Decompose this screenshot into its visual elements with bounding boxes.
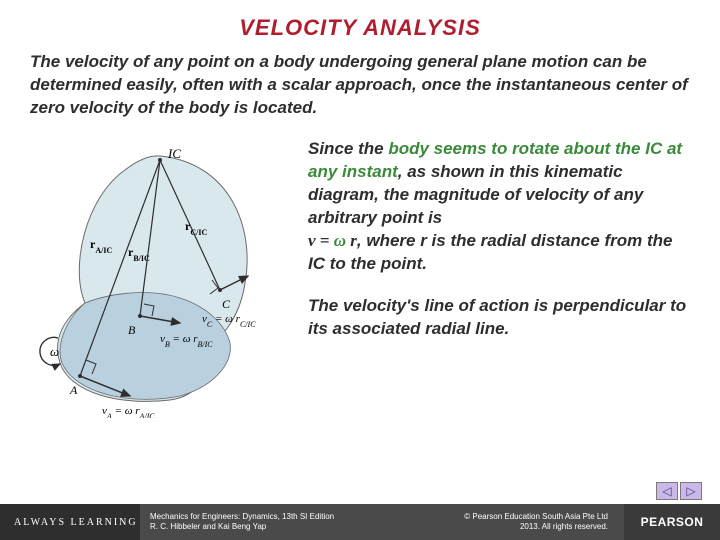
- diagram-svg: IC rA/IC rB/IC rC/IC: [30, 138, 290, 418]
- book-credit: Mechanics for Engineers: Dynamics, 13th …: [150, 512, 334, 533]
- copy-line1: © Pearson Education South Asia Pte Ltd: [464, 512, 608, 522]
- pearson-logo: PEARSON: [624, 504, 720, 540]
- content-row: IC rA/IC rB/IC rC/IC: [30, 138, 690, 423]
- formula-r: r: [346, 231, 357, 250]
- book-line2: R. C. Hibbeler and Kai Beng Yap: [150, 522, 334, 532]
- always-learning-label: ALWAYS LEARNING: [0, 504, 140, 540]
- nav-arrows: ◁ ▷: [656, 482, 702, 500]
- label-vA: vA = ω rA/IC: [102, 405, 155, 418]
- prev-button[interactable]: ◁: [656, 482, 678, 500]
- label-B: B: [128, 323, 136, 337]
- book-line1: Mechanics for Engineers: Dynamics, 13th …: [150, 512, 334, 522]
- formula-omega: ω: [334, 231, 346, 250]
- slide: VELOCITY ANALYSIS The velocity of any po…: [0, 0, 720, 540]
- next-button[interactable]: ▷: [680, 482, 702, 500]
- para1-mid2: , where r is the radial distance from th…: [308, 231, 672, 273]
- footer-bar: ALWAYS LEARNING Mechanics for Engineers:…: [0, 504, 720, 540]
- footer-credits: Mechanics for Engineers: Dynamics, 13th …: [140, 504, 624, 540]
- para1-pre: Since the: [308, 139, 388, 158]
- copy-line2: 2013. All rights reserved.: [464, 522, 608, 532]
- label-ic: IC: [167, 146, 181, 161]
- intro-paragraph: The velocity of any point on a body unde…: [30, 51, 690, 120]
- formula-v: v =: [308, 231, 334, 250]
- paragraph-1: Since the body seems to rotate about the…: [308, 138, 690, 276]
- copyright-credit: © Pearson Education South Asia Pte Ltd 2…: [464, 512, 608, 533]
- slide-title: VELOCITY ANALYSIS: [30, 15, 690, 41]
- label-A: A: [69, 383, 78, 397]
- label-C: C: [222, 297, 231, 311]
- label-omega: ω: [50, 344, 59, 359]
- text-column: Since the body seems to rotate about the…: [308, 138, 690, 423]
- paragraph-2: The velocity's line of action is perpend…: [308, 295, 690, 341]
- kinematic-diagram: IC rA/IC rB/IC rC/IC: [30, 138, 290, 423]
